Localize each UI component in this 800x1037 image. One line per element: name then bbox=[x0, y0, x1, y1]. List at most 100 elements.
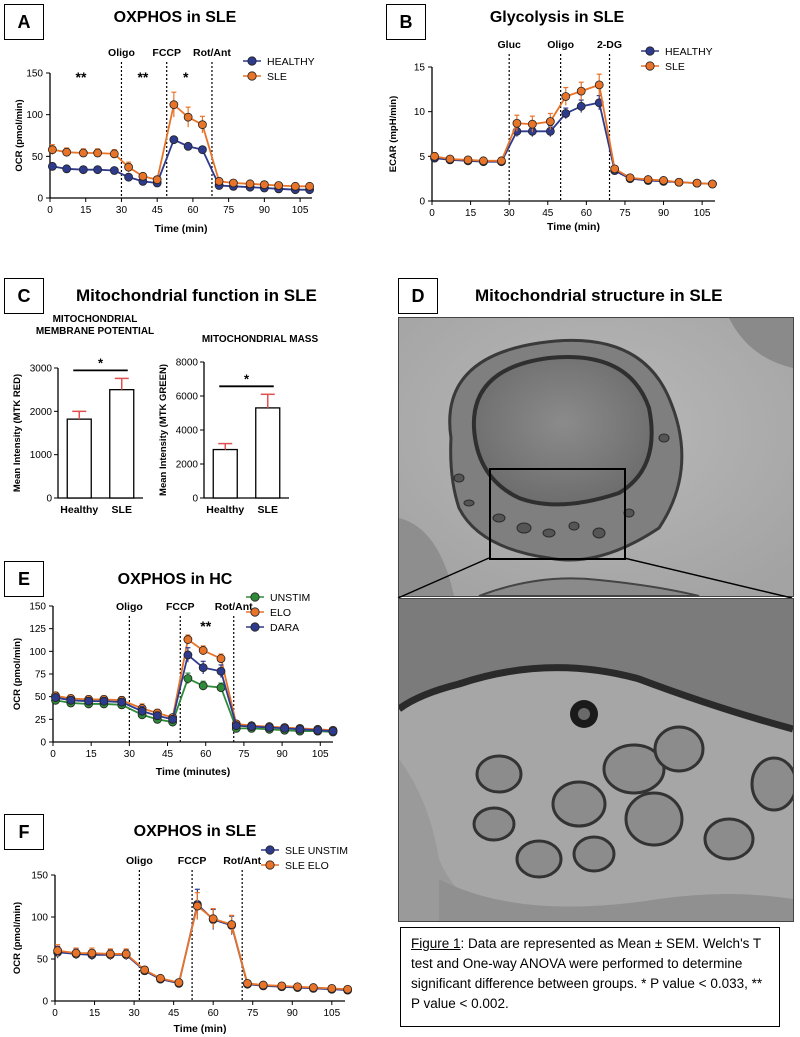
x-tick-label: Healthy bbox=[206, 504, 244, 516]
y-tick-label: 5 bbox=[419, 152, 425, 163]
x-axis-label: Time (min) bbox=[547, 221, 600, 233]
y-tick-label: 0 bbox=[42, 997, 48, 1008]
data-point bbox=[610, 164, 620, 174]
x-tick-label: 45 bbox=[162, 749, 174, 760]
data-point bbox=[290, 181, 300, 191]
x-axis-label: Time (min) bbox=[155, 223, 208, 235]
data-point bbox=[561, 109, 571, 118]
data-point bbox=[295, 724, 305, 734]
x-tick-label: 60 bbox=[200, 749, 212, 760]
data-point bbox=[216, 666, 226, 676]
series-line-sle-elo bbox=[57, 904, 348, 991]
y-tick-label: 100 bbox=[29, 647, 46, 658]
x-tick-label: 60 bbox=[208, 1008, 220, 1019]
chart-svg-B: Glycolysis in SLE 0 15 30 45 60 75 90 105 0 5 10 15 T… bbox=[388, 9, 717, 233]
em-image-zoom bbox=[398, 598, 794, 922]
chart-svg-A: OXPHOS in SLE 0 15 30 45 60 75 90 105 0 50 100 150 Ti… bbox=[14, 9, 315, 235]
panel-letter-d: D bbox=[398, 278, 438, 314]
data-point bbox=[47, 161, 57, 171]
x-axis-label: Time (minutes) bbox=[156, 766, 230, 778]
injection-label: Oligo bbox=[126, 855, 153, 867]
data-point bbox=[327, 983, 337, 993]
legend-label: DARA bbox=[270, 622, 299, 634]
x-tick-label: 75 bbox=[247, 1008, 259, 1019]
y-axis-label: Mean Intensity (MTK RED) bbox=[12, 374, 23, 492]
y-axis-label: OCR (pmol/min) bbox=[12, 638, 23, 710]
chart-title: MITOCHONDRIAL bbox=[53, 314, 138, 325]
legend-marker bbox=[250, 607, 260, 617]
data-point bbox=[497, 156, 506, 166]
x-tick-label: Healthy bbox=[60, 504, 98, 516]
panel-letter-f: F bbox=[4, 814, 44, 850]
data-point bbox=[264, 723, 274, 732]
chart-title: OXPHOS in SLE bbox=[134, 823, 257, 840]
data-point bbox=[138, 171, 148, 181]
data-point bbox=[247, 722, 256, 731]
data-point bbox=[109, 149, 119, 159]
significance-marker: ** bbox=[76, 69, 87, 85]
x-axis-label: Time (min) bbox=[174, 1023, 227, 1035]
series-line-elo bbox=[55, 638, 334, 732]
data-point bbox=[576, 101, 586, 111]
injection-label: FCCP bbox=[166, 601, 195, 613]
legend-label: HEALTHY bbox=[267, 56, 315, 68]
data-point bbox=[174, 978, 184, 987]
y-tick-label: 100 bbox=[31, 913, 48, 924]
legend-marker bbox=[247, 71, 257, 81]
data-point bbox=[258, 980, 268, 990]
data-point bbox=[183, 141, 193, 151]
data-point bbox=[168, 714, 178, 724]
data-point bbox=[198, 663, 208, 673]
significance-marker: * bbox=[98, 355, 104, 370]
data-point bbox=[183, 674, 193, 683]
data-point bbox=[430, 151, 439, 161]
data-point bbox=[47, 145, 57, 155]
data-point bbox=[192, 901, 202, 911]
series-line-unstim bbox=[55, 677, 334, 733]
data-point bbox=[308, 983, 318, 992]
panel-d-title: Mitochondrial structure in SLE bbox=[475, 286, 723, 305]
chart-title: OXPHOS in HC bbox=[118, 571, 233, 588]
data-point bbox=[576, 86, 586, 96]
x-tick-label: 30 bbox=[129, 1008, 141, 1019]
data-point bbox=[66, 695, 76, 705]
chart-title: Glycolysis in SLE bbox=[490, 9, 625, 26]
chart-c2: MITOCHONDRIAL MASS 0 2000 4000 6000 8000 Mean … bbox=[158, 300, 345, 520]
x-tick-label: 90 bbox=[277, 749, 289, 760]
y-axis-label: ECAR (mpH/min) bbox=[388, 96, 399, 173]
data-point bbox=[463, 155, 473, 165]
series-line-sle-unstim bbox=[57, 902, 348, 991]
data-point bbox=[51, 693, 60, 702]
panel-c-title: Mitochondrial function in SLE bbox=[76, 286, 317, 305]
data-point bbox=[305, 181, 315, 191]
x-tick-label: 60 bbox=[187, 205, 199, 216]
x-tick-label: SLE bbox=[258, 504, 278, 516]
data-point bbox=[93, 148, 103, 158]
y-tick-label: 25 bbox=[35, 715, 47, 726]
y-tick-label: 0 bbox=[46, 494, 52, 505]
y-tick-label: 1000 bbox=[30, 450, 53, 461]
y-axis-label: OCR (pmol/min) bbox=[12, 902, 23, 974]
data-point bbox=[137, 706, 147, 716]
panel-letter-a: A bbox=[4, 4, 44, 40]
data-point bbox=[152, 175, 162, 185]
series-line-dara bbox=[55, 653, 334, 733]
legend-marker bbox=[250, 622, 260, 632]
injection-label: Oligo bbox=[108, 47, 135, 59]
x-tick-label: 45 bbox=[152, 205, 164, 216]
data-point bbox=[183, 112, 193, 122]
x-tick-label: 15 bbox=[89, 1008, 101, 1019]
data-point bbox=[78, 148, 88, 158]
x-tick-label: 45 bbox=[542, 208, 554, 219]
x-tick-label: 75 bbox=[223, 205, 235, 216]
data-point bbox=[99, 696, 109, 706]
data-point bbox=[214, 176, 224, 186]
data-point bbox=[274, 181, 284, 190]
y-tick-label: 75 bbox=[35, 670, 47, 681]
significance-marker: * bbox=[183, 69, 189, 85]
data-point bbox=[208, 914, 218, 924]
chart-e: OXPHOS in HC 0 15 30 45 60 75 90 105 0 25 50 75 100 12… bbox=[0, 560, 395, 780]
injection-label: Rot/Ant bbox=[193, 47, 231, 59]
chart-a: OXPHOS in SLE 0 15 30 45 60 75 90 105 0 50 100 150 Ti… bbox=[0, 0, 395, 235]
